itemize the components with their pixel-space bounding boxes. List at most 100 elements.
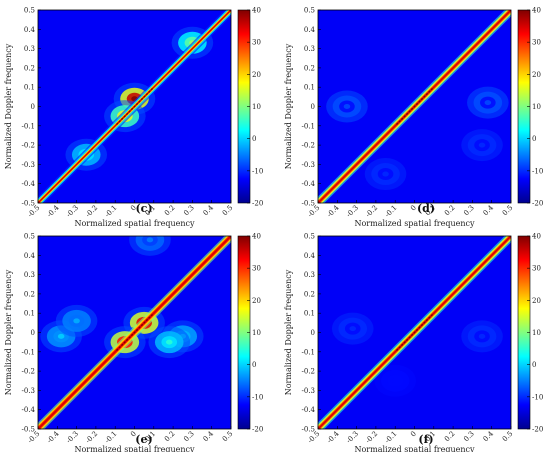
heatmap-peak-0 [349, 326, 356, 332]
y-tick-label: -0.1 [302, 122, 316, 130]
x-tick-label: 0.2 [163, 430, 177, 444]
colorbar-tick-label: 40 [532, 233, 541, 241]
heatmap-peak-2 [382, 171, 389, 177]
colorbar-tick-label: 40 [532, 7, 541, 15]
colorbar-tick-label: 0 [532, 135, 536, 143]
y-axis-label: Normalized Doppler frequency [4, 269, 13, 395]
heatmap-peak-6 [146, 237, 154, 243]
x-tick-label: 0.3 [462, 430, 476, 444]
colorbar-tick-label: 30 [252, 265, 261, 273]
colorbar-tick-label: 20 [532, 297, 541, 305]
colorbar-tick-label: -20 [252, 426, 263, 434]
colorbar-tick-label: 40 [252, 233, 261, 241]
x-tick-label: 0 [409, 430, 418, 439]
heatmap-area [38, 10, 231, 203]
y-tick-label: -0.1 [22, 348, 36, 356]
x-tick-label: 0 [409, 204, 418, 213]
x-tick-label: 0 [129, 204, 138, 213]
x-tick-label: 0.5 [501, 430, 515, 444]
colorbar-tick-label: 10 [252, 329, 261, 337]
colorbar-tick-label: 10 [532, 329, 541, 337]
x-tick-label: 0.3 [182, 204, 196, 218]
x-tick-label: 0.2 [443, 204, 457, 218]
x-tick-label: -0.4 [326, 429, 342, 445]
y-tick-label: 0 [311, 329, 315, 337]
y-tick-label: -0.3 [302, 161, 316, 169]
colorbar-tick-label: -10 [532, 167, 543, 175]
heatmap-peak-3 [478, 142, 486, 148]
x-tick-label: 0.3 [182, 430, 196, 444]
y-axis-label: Normalized Doppler frequency [284, 43, 293, 169]
x-tick-label: -0.2 [364, 430, 379, 445]
y-tick-label: 0.3 [24, 271, 35, 279]
x-tick-label: 0.2 [443, 430, 457, 444]
y-tick-label: -0.1 [302, 348, 316, 356]
x-axis-label: Normalized spatial frequency [74, 445, 195, 452]
heatmap-area [318, 236, 511, 429]
y-tick-label: -0.4 [302, 180, 316, 188]
heatmap-area [318, 10, 511, 203]
x-tick-label: -0.3 [65, 430, 80, 445]
y-axis-label: Normalized Doppler frequency [284, 269, 293, 395]
colorbar-tick-label: -20 [532, 426, 543, 434]
heatmap-peak-0 [343, 104, 351, 109]
heatmap-peak-5 [165, 339, 173, 345]
colorbar-tick-label: 30 [532, 39, 541, 47]
x-tick-label: 0.5 [221, 430, 235, 444]
y-tick-label: 0.2 [304, 290, 315, 298]
x-tick-label: 0.4 [202, 429, 216, 443]
x-tick-label: -0.1 [383, 204, 398, 219]
x-tick-label: 0.2 [163, 204, 177, 218]
y-tick-label: 0 [311, 103, 315, 111]
colorbar-tick-label: -10 [532, 393, 543, 401]
heatmap-ridge-core [115, 87, 154, 126]
x-tick-label: -0.3 [345, 204, 360, 219]
x-tick-label: -0.4 [326, 203, 342, 219]
y-tick-label: 0.1 [304, 310, 315, 318]
colorbar-tick-label: 30 [252, 39, 261, 47]
heatmap-panel-d: -0.5 -0.4 -0.3 -0.2 -0.1 0 0.1 0.2 0.3 0.4 0.5-0.5… [284, 7, 543, 229]
colorbar-tick-label: 20 [252, 297, 261, 305]
colorbar-tick-label: -20 [532, 200, 543, 208]
colorbar-tick-label: -10 [252, 393, 263, 401]
y-tick-label: 0 [31, 329, 35, 337]
x-tick-label: -0.1 [383, 430, 398, 445]
x-tick-label: 0.5 [501, 204, 515, 218]
y-tick-label: 0.1 [24, 84, 35, 92]
x-tick-label: -0.1 [103, 430, 118, 445]
heatmap-ridge-core [395, 313, 434, 352]
y-tick-label: -0.1 [22, 122, 36, 130]
heatmap-ridge-core [395, 87, 434, 126]
x-tick-label: -0.3 [65, 204, 80, 219]
y-tick-label: 0.3 [304, 45, 315, 53]
colorbar-tick-label: -20 [252, 200, 263, 208]
x-tick-label: 0.4 [482, 203, 496, 217]
y-tick-label: -0.4 [22, 406, 36, 414]
x-axis-label: Normalized spatial frequency [354, 219, 475, 228]
panel-caption: (f) [418, 433, 433, 446]
y-tick-label: 0.1 [304, 84, 315, 92]
y-tick-label: 0.2 [304, 64, 315, 72]
y-tick-label: -0.5 [22, 200, 36, 208]
heatmap-peak-3 [73, 318, 80, 324]
x-tick-label: -0.4 [46, 203, 62, 219]
y-tick-label: -0.5 [22, 426, 36, 434]
y-tick-label: -0.2 [22, 142, 36, 150]
y-tick-label: 0.5 [24, 233, 35, 241]
colorbar-tick-label: 10 [532, 103, 541, 111]
y-tick-label: 0.3 [304, 271, 315, 279]
y-tick-label: -0.4 [302, 406, 316, 414]
y-tick-label: -0.4 [22, 180, 36, 188]
panel-caption: (e) [135, 433, 152, 446]
y-tick-label: 0.4 [304, 252, 316, 260]
y-tick-label: 0.5 [304, 7, 315, 15]
colorbar-tick-label: 0 [532, 361, 536, 369]
heatmap-peak-2 [57, 333, 65, 339]
x-tick-label: -0.4 [46, 429, 62, 445]
y-tick-label: 0.2 [24, 64, 35, 72]
y-tick-label: 0.5 [24, 7, 35, 15]
heatmap-panel-f: -0.5 -0.4 -0.3 -0.2 -0.1 0 0.1 0.2 0.3 0.4 0.5-0.5… [284, 233, 543, 452]
y-tick-label: 0 [31, 103, 35, 111]
x-tick-label: 0.3 [462, 204, 476, 218]
